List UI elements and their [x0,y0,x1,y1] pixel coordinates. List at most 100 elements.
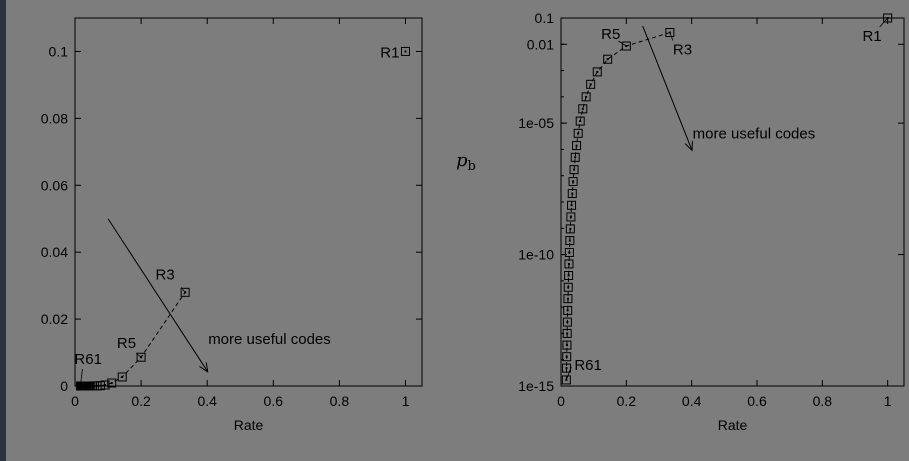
data-point-dot [567,274,570,277]
data-point-dot [567,262,570,265]
data-point [568,177,578,187]
data-point [563,294,573,304]
charts-canvas: 0 0.2 0.4 0.6 0.8 1 0 0.02 0.04 0.06 0.08 0.1 Rate R1… [41,10,905,433]
label-leader [565,366,572,381]
data-point-dot [606,58,609,61]
data-point-dot [121,375,124,378]
data-point-dot [573,168,576,171]
data-point [562,352,572,362]
data-point [563,305,573,315]
y-tick-label: 0.04 [41,244,68,260]
label-leader [669,32,674,41]
data-point [563,282,573,292]
data-point [581,92,591,102]
data-point [136,352,146,362]
data-point [569,165,579,175]
y-tick-label: 1e-05 [518,115,554,131]
data-point [400,46,410,56]
y-tick-label: 0.08 [41,110,68,126]
series-dashed-line [565,32,671,380]
x-tick-label: 0.2 [131,393,151,409]
data-point [565,224,575,234]
data-point-dot [572,180,575,183]
annotation-r1: R1 [862,28,881,45]
plot-frame [74,17,423,387]
annotation-r3: R3 [673,42,692,59]
y-tick-label: 1e-15 [518,378,554,394]
data-point-dot [585,95,588,98]
x-tick-label: 0.8 [330,393,350,409]
x-tick-label: 0.4 [197,393,217,409]
annotation-r1: R1 [380,44,399,61]
data-point [562,328,572,338]
x-tick-label: 0 [71,393,79,409]
annotation-more-useful-codes: more useful codes [208,331,331,348]
chart-panel-2: 0 0.2 0.4 0.6 0.8 1 1e-15 1e-10 1e-05 0.01 0.1 Rate… [456,10,905,433]
x-tick-label: 0.6 [264,393,284,409]
y-tick-label: 1e-10 [518,247,554,263]
annotation-r61: R61 [574,357,602,374]
data-point [561,375,571,385]
data-point-dot [579,120,582,123]
label-leader [135,352,142,358]
data-point [573,128,583,138]
label-leader [618,40,627,47]
data-point-dot [575,144,578,147]
chart-panel-1: 0 0.2 0.4 0.6 0.8 1 0 0.02 0.04 0.06 0.08 0.1 Rate R1… [41,17,423,433]
data-point-dot [571,192,574,195]
data-point-dot [570,204,573,207]
label-leader [80,368,83,387]
data-point [180,287,190,297]
data-point-dot [569,227,572,230]
x-tick-label: 0.2 [617,393,637,409]
data-point [575,116,585,126]
data-point [107,378,117,388]
data-point [586,79,596,89]
y-axis-label: pb [456,150,476,174]
data-point [567,189,577,199]
data-point [572,141,582,151]
x-tick-label: 0.4 [682,393,702,409]
data-point [117,372,127,382]
y-tick-label: 0.1 [535,10,555,26]
data-point-dot [566,332,569,335]
data-point-dot [566,309,569,312]
annotation-r3: R3 [156,266,175,283]
data-point [75,381,85,391]
data-point [603,54,613,64]
data-point [621,41,631,51]
x-tick-label: 1 [402,393,410,409]
data-point-dot [574,156,577,159]
x-tick-label: 1 [884,393,892,409]
data-point-dot [99,384,102,387]
plot-frame [560,17,905,387]
x-tick-label: 0.6 [747,393,767,409]
data-point-dot [577,132,580,135]
data-point [567,200,577,210]
direction-arrow [107,218,207,371]
data-point [562,340,572,350]
data-point-dot [110,382,113,385]
data-point-dot [568,251,571,254]
data-point [565,236,575,246]
figure: 0 0.2 0.4 0.6 0.8 1 0 0.02 0.04 0.06 0.08 0.1 Rate R1… [6,0,909,461]
data-point-dot [568,239,571,242]
data-point [592,67,602,77]
y-tick-label: 0.1 [49,43,69,59]
data-point-dot [565,367,568,370]
data-point [665,28,675,38]
x-axis-label: Rate [234,417,264,433]
annotation-r5: R5 [601,26,620,43]
annotation-more-useful-codes: more useful codes [693,125,816,142]
data-point-dot [104,383,107,386]
x-tick-label: 0.8 [813,393,833,409]
data-point-dot [589,83,592,86]
data-point-dot [581,107,584,110]
data-point-dot [569,215,572,218]
direction-arrow [642,25,692,150]
y-tick-label: 0.06 [41,177,68,193]
y-tick-label: 0 [60,378,68,394]
data-point [564,270,574,280]
data-point-dot [566,297,569,300]
data-point [566,212,576,222]
